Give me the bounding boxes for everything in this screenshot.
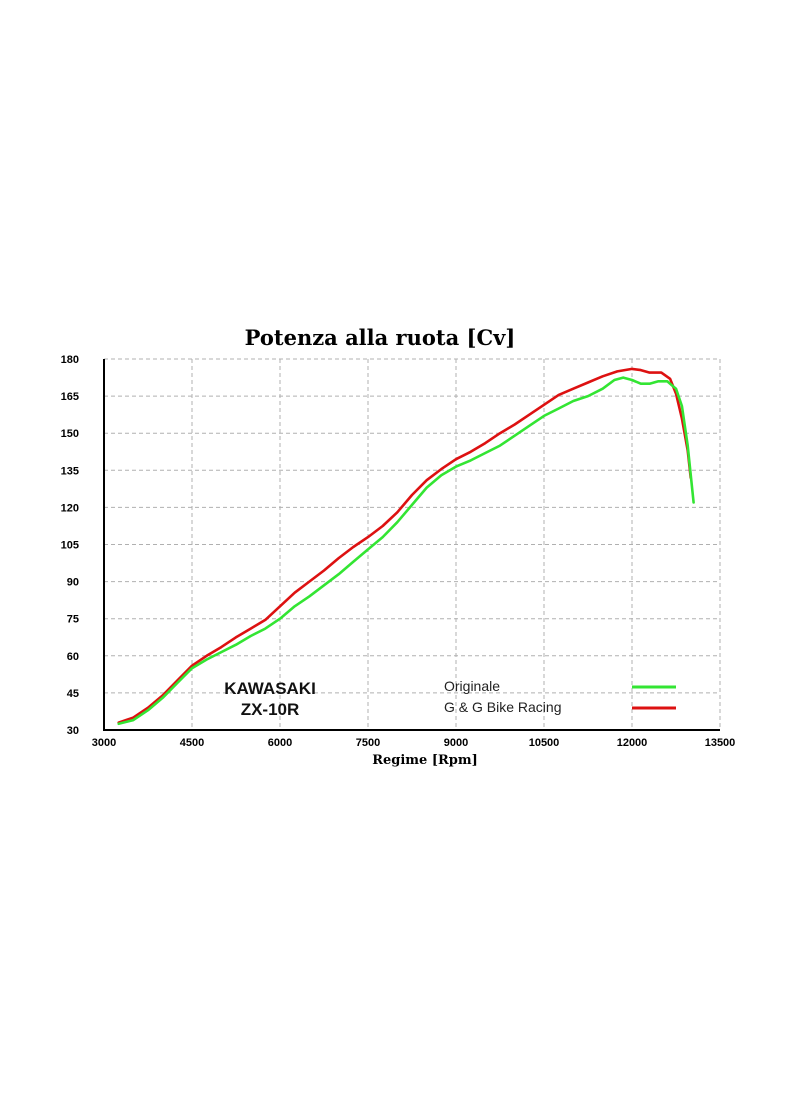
y-tick-label: 75: [67, 614, 79, 626]
y-tick-label: 165: [61, 391, 79, 403]
x-tick-label: 12000: [617, 737, 648, 749]
x-tick-label: 7500: [356, 737, 380, 749]
axes: [103, 359, 720, 731]
x-axis-label: Regime [Rpm]: [372, 753, 478, 768]
y-tick-label: 135: [61, 465, 79, 477]
grid-lines: [104, 358, 721, 730]
series-lines: [117, 367, 695, 726]
y-tick-label: 120: [61, 502, 79, 514]
y-tick-label: 30: [67, 725, 79, 737]
x-tick-labels: 3000 4500 6000 7500 9000 10500 12000 13500: [92, 737, 736, 749]
y-tick-label: 105: [61, 540, 79, 552]
brand-annotation-make: KAWASAKI: [224, 679, 316, 698]
legend: Originale G & G Bike Racing: [444, 678, 676, 715]
series-line-g-g-bike-racing: [117, 367, 692, 724]
x-tick-label: 6000: [268, 737, 292, 749]
y-tick-label: 150: [61, 428, 79, 440]
series-line-originale: [117, 376, 695, 726]
brand-annotation-model: ZX-10R: [241, 700, 300, 719]
chart-title: Potenza alla ruota [Cv]: [245, 325, 516, 350]
x-tick-label: 9000: [444, 737, 468, 749]
y-tick-label: 180: [61, 354, 79, 366]
y-tick-label: 60: [67, 651, 79, 663]
y-tick-label: 90: [67, 577, 79, 589]
x-tick-label: 3000: [92, 737, 116, 749]
y-tick-label: 45: [67, 688, 79, 700]
legend-entry-label: Originale: [444, 678, 500, 694]
x-tick-label: 10500: [529, 737, 560, 749]
legend-entry-label: G & G Bike Racing: [444, 699, 562, 715]
x-tick-label: 13500: [705, 737, 736, 749]
y-tick-labels: 30 45 60 75 90 105 120 135 150 165 180: [61, 354, 79, 737]
x-tick-label: 4500: [180, 737, 204, 749]
